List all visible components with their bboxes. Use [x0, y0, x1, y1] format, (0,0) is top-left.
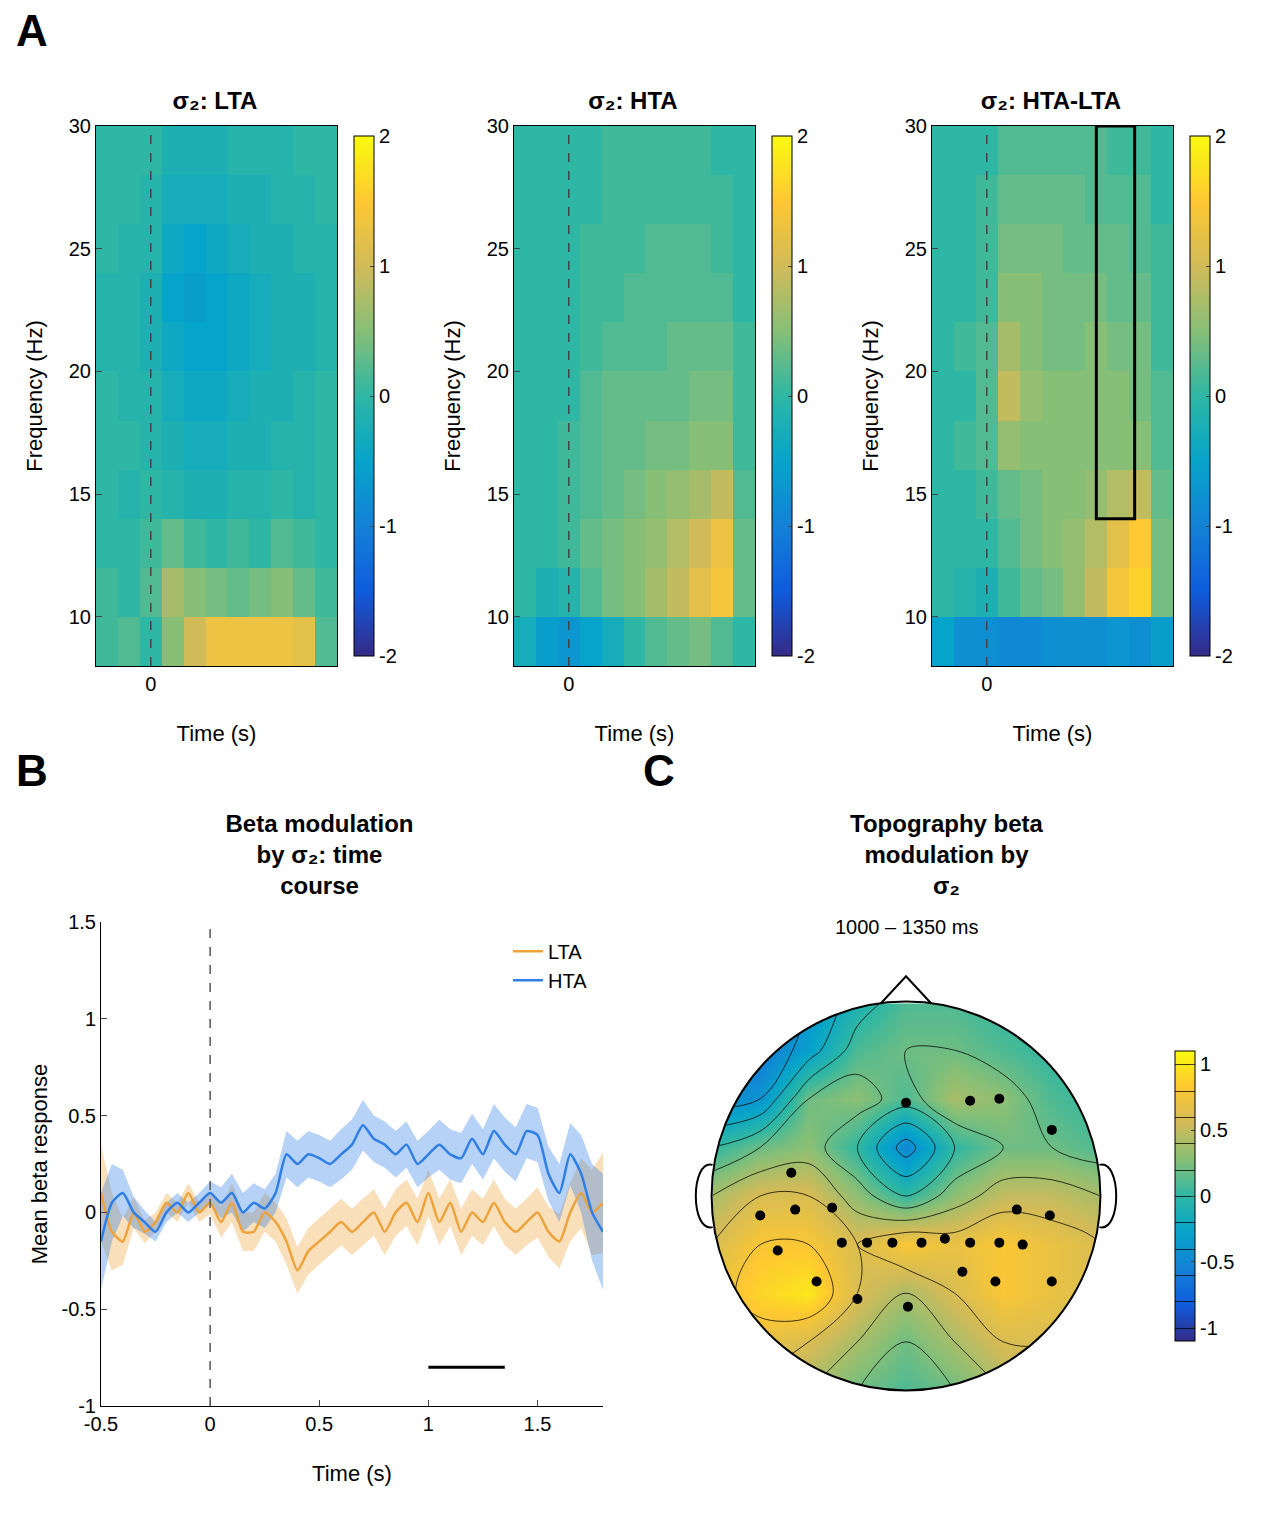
svg-text:-0.5: -0.5	[84, 1413, 118, 1435]
html-text:C: C	[643, 746, 675, 795]
svg-text:Beta modulationby σ₂: timecour: Beta modulationby σ₂: timecourse	[225, 810, 413, 899]
svg-text:Time (s): Time (s)	[1013, 721, 1093, 746]
html-text:B: B	[16, 746, 48, 795]
svg-text:σ₂: HTA-LTA: σ₂: HTA-LTA	[981, 87, 1121, 114]
svg-text:Time (s): Time (s)	[312, 1461, 392, 1486]
svg-text:0.5: 0.5	[1200, 1119, 1228, 1141]
svg-text:1: 1	[85, 1008, 96, 1030]
svg-text:1: 1	[423, 1413, 434, 1435]
svg-text:σ₂: LTA: σ₂: LTA	[173, 87, 258, 114]
svg-text:Time (s): Time (s)	[177, 721, 257, 746]
svg-text:1.5: 1.5	[524, 1413, 552, 1435]
svg-text:-1: -1	[379, 515, 397, 537]
svg-text:Frequency (Hz): Frequency (Hz)	[22, 320, 47, 472]
svg-text:-2: -2	[379, 645, 397, 667]
svg-text:25: 25	[69, 238, 91, 260]
svg-text:0: 0	[1215, 385, 1226, 407]
svg-text:15: 15	[487, 483, 509, 505]
svg-text:Frequency (Hz): Frequency (Hz)	[858, 320, 883, 472]
svg-text:1000 – 1350 ms: 1000 – 1350 ms	[835, 916, 978, 938]
svg-text:15: 15	[69, 483, 91, 505]
svg-text:30: 30	[487, 115, 509, 137]
svg-text:20: 20	[487, 360, 509, 382]
svg-text:30: 30	[905, 115, 927, 137]
svg-text:-1: -1	[78, 1395, 96, 1417]
svg-text:0.5: 0.5	[68, 1105, 96, 1127]
svg-text:25: 25	[905, 238, 927, 260]
svg-text:1: 1	[1200, 1053, 1211, 1075]
svg-text:Frequency (Hz): Frequency (Hz)	[440, 320, 465, 472]
svg-text:0: 0	[981, 673, 992, 695]
svg-text:0.5: 0.5	[305, 1413, 333, 1435]
html-text:A: A	[16, 6, 48, 55]
svg-text:Time (s): Time (s)	[595, 721, 675, 746]
svg-text:2: 2	[1215, 125, 1226, 147]
svg-text:-1: -1	[797, 515, 815, 537]
svg-text:1.5: 1.5	[68, 911, 96, 933]
svg-text:10: 10	[487, 606, 509, 628]
svg-text:HTA: HTA	[548, 970, 587, 992]
svg-text:2: 2	[797, 125, 808, 147]
svg-text:1: 1	[1215, 255, 1226, 277]
svg-text:20: 20	[905, 360, 927, 382]
svg-text:1: 1	[797, 255, 808, 277]
svg-text:-2: -2	[797, 645, 815, 667]
svg-text:LTA: LTA	[548, 941, 582, 963]
svg-text:-2: -2	[1215, 645, 1233, 667]
svg-text:25: 25	[487, 238, 509, 260]
svg-text:15: 15	[905, 483, 927, 505]
svg-text:0: 0	[797, 385, 808, 407]
svg-text:30: 30	[69, 115, 91, 137]
svg-text:σ₂: HTA: σ₂: HTA	[588, 87, 677, 114]
svg-text:0: 0	[145, 673, 156, 695]
svg-text:0: 0	[205, 1413, 216, 1435]
svg-text:20: 20	[69, 360, 91, 382]
svg-text:0: 0	[379, 385, 390, 407]
svg-text:2: 2	[379, 125, 390, 147]
svg-text:-0.5: -0.5	[1200, 1251, 1234, 1273]
svg-text:0: 0	[1200, 1185, 1211, 1207]
svg-text:0: 0	[85, 1201, 96, 1223]
svg-text:-0.5: -0.5	[62, 1298, 96, 1320]
svg-text:-1: -1	[1215, 515, 1233, 537]
svg-text:10: 10	[69, 606, 91, 628]
svg-text:-1: -1	[1200, 1317, 1218, 1339]
svg-text:10: 10	[905, 606, 927, 628]
svg-text:1: 1	[379, 255, 390, 277]
svg-text:Mean beta response: Mean beta response	[27, 1064, 52, 1265]
svg-text:Topography betamodulation byσ₂: Topography betamodulation byσ₂	[850, 810, 1044, 899]
svg-text:0: 0	[563, 673, 574, 695]
